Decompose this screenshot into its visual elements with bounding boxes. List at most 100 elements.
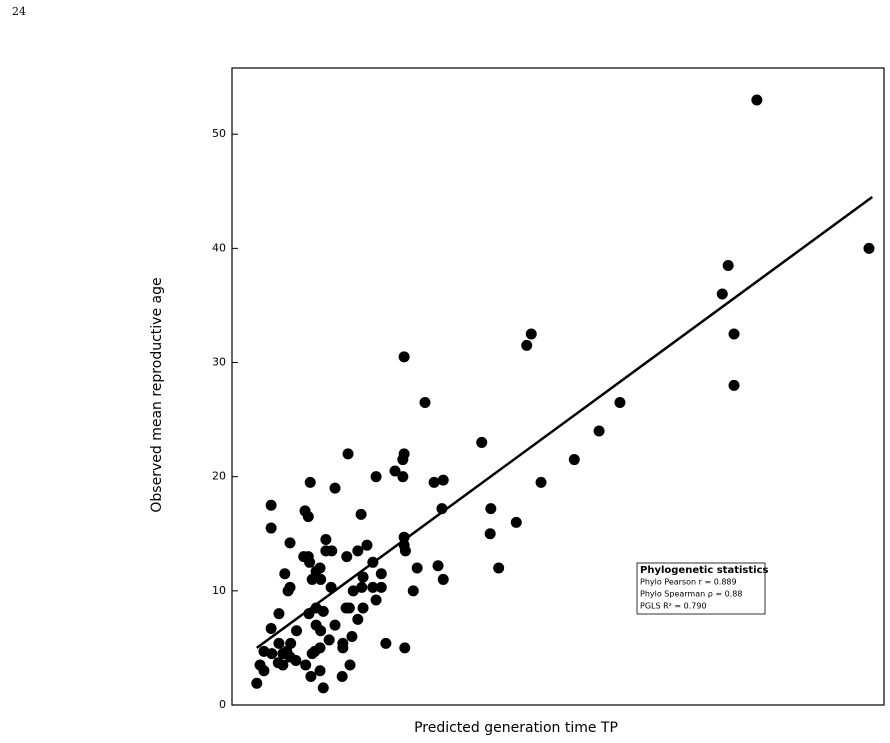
point — [357, 602, 369, 614]
point — [370, 471, 382, 483]
point — [484, 528, 496, 540]
stats-line: PGLS R² = 0.790 — [640, 602, 707, 611]
point — [344, 659, 356, 671]
point — [347, 585, 359, 597]
point — [722, 259, 734, 271]
point — [398, 351, 410, 363]
point — [437, 474, 449, 486]
point — [265, 499, 277, 511]
point — [493, 562, 505, 574]
point — [352, 545, 364, 557]
point — [317, 682, 329, 694]
point — [306, 648, 318, 660]
point — [300, 659, 312, 671]
point — [352, 613, 364, 625]
point — [279, 568, 291, 580]
point — [510, 516, 522, 528]
point — [304, 556, 316, 568]
point — [375, 568, 387, 580]
point — [521, 339, 533, 351]
point — [306, 573, 318, 585]
point — [305, 670, 317, 682]
point — [411, 562, 423, 574]
point — [291, 625, 303, 637]
point — [273, 608, 285, 620]
point — [397, 471, 409, 483]
point — [716, 288, 728, 300]
stats-box-frame — [636, 562, 766, 615]
point — [343, 602, 355, 614]
point — [357, 571, 369, 583]
y-tick-label: 20 — [212, 470, 226, 483]
point — [419, 396, 431, 408]
point — [398, 531, 410, 543]
point — [277, 659, 289, 671]
point — [337, 642, 349, 654]
point — [329, 482, 341, 494]
point — [370, 594, 382, 606]
y-tick-label: 40 — [212, 241, 226, 254]
fit-line — [256, 195, 874, 649]
stats-box: Phylogenetic statistics Phylo Pearson r … — [636, 562, 769, 615]
point — [315, 625, 327, 637]
point — [380, 637, 392, 649]
point — [389, 465, 401, 477]
point — [476, 436, 488, 448]
point — [568, 454, 580, 466]
point — [728, 328, 740, 340]
point — [485, 503, 497, 515]
point — [290, 654, 302, 666]
point — [355, 508, 367, 520]
point — [273, 637, 285, 649]
point — [341, 551, 353, 563]
point — [367, 581, 379, 593]
point — [342, 448, 354, 460]
stats-line: Phylo Pearson r = 0.889 — [640, 578, 737, 587]
point — [428, 476, 440, 488]
point — [535, 476, 547, 488]
point — [751, 94, 763, 106]
point — [525, 328, 537, 340]
point — [265, 522, 277, 534]
point — [399, 545, 411, 557]
y-tick-label: 0 — [219, 698, 226, 711]
point — [397, 454, 409, 466]
point — [326, 545, 338, 557]
y-tick-label: 50 — [212, 127, 226, 140]
point — [361, 539, 373, 551]
point — [329, 619, 341, 631]
stats-title: Phylogenetic statistics — [640, 565, 769, 576]
page-number: 24 — [12, 5, 26, 18]
point — [317, 605, 329, 617]
point — [251, 677, 263, 689]
point — [314, 665, 326, 677]
point — [407, 585, 419, 597]
point — [323, 634, 335, 646]
point — [375, 581, 387, 593]
point — [863, 242, 875, 254]
point — [284, 537, 296, 549]
point — [346, 631, 358, 643]
point — [437, 573, 449, 585]
point — [265, 623, 277, 635]
y-axis-label: Observed mean reproductive age — [149, 277, 165, 512]
point — [304, 476, 316, 488]
y-tick-label: 10 — [212, 584, 226, 597]
point — [320, 533, 332, 545]
x-axis-label: Predicted generation time TP — [414, 720, 618, 736]
point — [432, 560, 444, 572]
point — [356, 581, 368, 593]
point — [315, 573, 327, 585]
point — [282, 585, 294, 597]
y-tick-label: 30 — [212, 356, 226, 369]
plot-frame — [231, 67, 885, 706]
point — [399, 642, 411, 654]
point — [258, 665, 270, 677]
stats-line: Phylo Spearman ρ = 0.88 — [640, 590, 742, 599]
point — [302, 511, 314, 523]
point — [336, 670, 348, 682]
point — [266, 648, 278, 660]
point — [614, 396, 626, 408]
point — [593, 425, 605, 437]
